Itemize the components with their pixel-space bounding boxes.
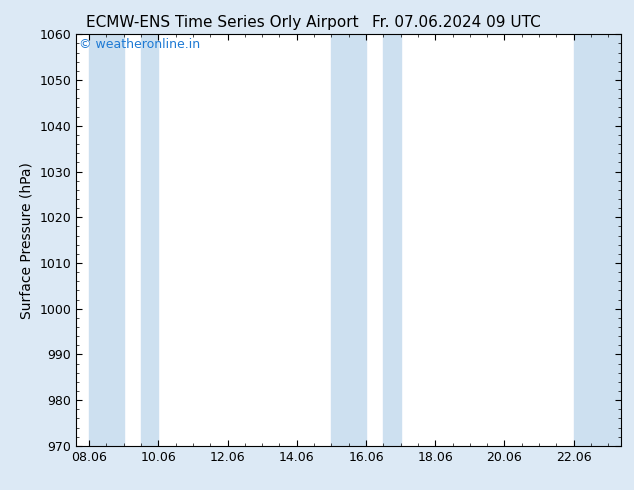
- Text: Fr. 07.06.2024 09 UTC: Fr. 07.06.2024 09 UTC: [372, 15, 541, 30]
- Bar: [574, 34, 621, 446]
- Text: © weatheronline.in: © weatheronline.in: [79, 38, 200, 51]
- Bar: [332, 34, 366, 446]
- Bar: [141, 34, 158, 446]
- Bar: [89, 34, 124, 446]
- Text: ECMW-ENS Time Series Orly Airport: ECMW-ENS Time Series Orly Airport: [86, 15, 358, 30]
- Y-axis label: Surface Pressure (hPa): Surface Pressure (hPa): [20, 162, 34, 318]
- Bar: [384, 34, 401, 446]
